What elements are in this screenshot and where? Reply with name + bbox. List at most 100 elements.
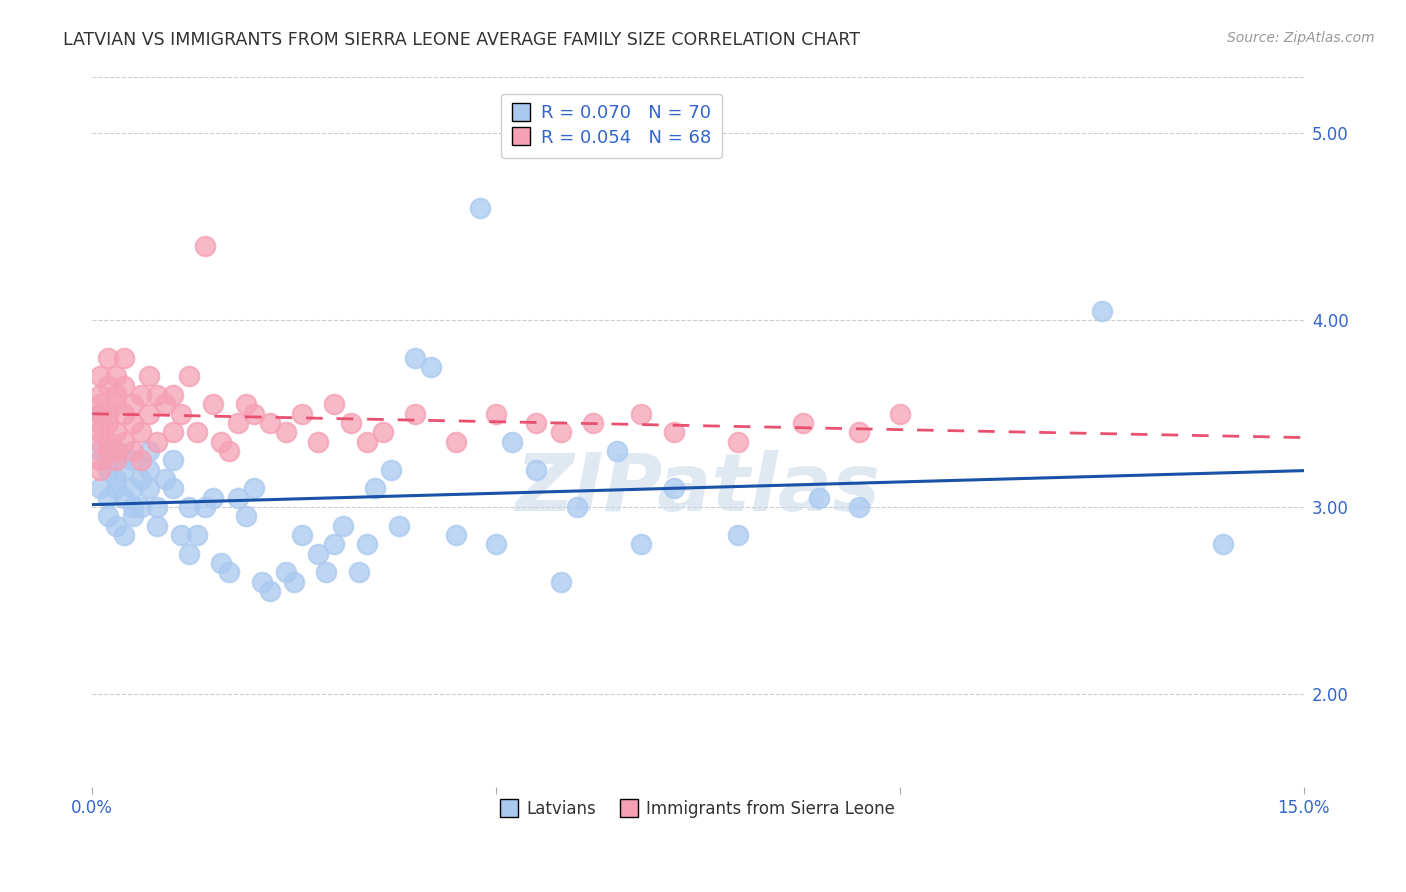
Point bbox=[114, 351, 136, 365]
Point bbox=[177, 369, 200, 384]
Point bbox=[356, 434, 378, 449]
Point bbox=[209, 556, 232, 570]
Point bbox=[105, 425, 128, 440]
Point bbox=[121, 397, 143, 411]
Point bbox=[97, 444, 120, 458]
Point bbox=[105, 472, 128, 486]
Point bbox=[114, 434, 136, 449]
Point bbox=[315, 566, 337, 580]
Point bbox=[468, 201, 491, 215]
Point bbox=[138, 481, 160, 495]
Point bbox=[114, 463, 136, 477]
Point bbox=[186, 425, 208, 440]
Point bbox=[170, 407, 193, 421]
Point bbox=[420, 359, 443, 374]
Point bbox=[404, 351, 426, 365]
Point bbox=[485, 537, 508, 551]
Point bbox=[89, 397, 111, 411]
Point bbox=[146, 500, 169, 514]
Point bbox=[283, 574, 305, 589]
Point bbox=[242, 407, 264, 421]
Point bbox=[97, 491, 120, 505]
Point bbox=[170, 528, 193, 542]
Point bbox=[501, 434, 523, 449]
Point bbox=[606, 444, 628, 458]
Point bbox=[121, 453, 143, 467]
Point bbox=[114, 528, 136, 542]
Point bbox=[162, 388, 184, 402]
Point bbox=[662, 425, 685, 440]
Point bbox=[114, 407, 136, 421]
Point bbox=[202, 491, 225, 505]
Point bbox=[274, 425, 297, 440]
Point bbox=[129, 425, 152, 440]
Point bbox=[550, 425, 572, 440]
Point bbox=[291, 528, 314, 542]
Point bbox=[89, 481, 111, 495]
Point bbox=[727, 528, 749, 542]
Point bbox=[89, 444, 111, 458]
Point bbox=[792, 416, 814, 430]
Point bbox=[105, 481, 128, 495]
Text: ZIPatlas: ZIPatlas bbox=[516, 450, 880, 528]
Point bbox=[146, 434, 169, 449]
Point bbox=[89, 388, 111, 402]
Point bbox=[307, 547, 329, 561]
Point bbox=[291, 407, 314, 421]
Point bbox=[371, 425, 394, 440]
Point bbox=[259, 416, 281, 430]
Point bbox=[848, 500, 870, 514]
Point bbox=[105, 388, 128, 402]
Point bbox=[129, 472, 152, 486]
Point bbox=[97, 509, 120, 524]
Point bbox=[662, 481, 685, 495]
Point bbox=[105, 444, 128, 458]
Point bbox=[550, 574, 572, 589]
Point bbox=[347, 566, 370, 580]
Point bbox=[138, 369, 160, 384]
Point bbox=[146, 388, 169, 402]
Point bbox=[89, 407, 111, 421]
Point bbox=[97, 453, 120, 467]
Point bbox=[485, 407, 508, 421]
Point bbox=[524, 416, 547, 430]
Point bbox=[97, 351, 120, 365]
Legend: Latvians, Immigrants from Sierra Leone: Latvians, Immigrants from Sierra Leone bbox=[495, 794, 901, 825]
Point bbox=[105, 518, 128, 533]
Point bbox=[177, 500, 200, 514]
Point bbox=[1091, 304, 1114, 318]
Point bbox=[444, 434, 467, 449]
Point bbox=[89, 416, 111, 430]
Point bbox=[121, 509, 143, 524]
Point bbox=[89, 425, 111, 440]
Point bbox=[162, 425, 184, 440]
Point bbox=[194, 500, 217, 514]
Text: Source: ZipAtlas.com: Source: ZipAtlas.com bbox=[1227, 31, 1375, 45]
Point bbox=[121, 444, 143, 458]
Point bbox=[1212, 537, 1234, 551]
Point bbox=[105, 397, 128, 411]
Point bbox=[89, 463, 111, 477]
Point bbox=[114, 491, 136, 505]
Point bbox=[889, 407, 911, 421]
Point bbox=[339, 416, 361, 430]
Point bbox=[582, 416, 605, 430]
Point bbox=[121, 416, 143, 430]
Point bbox=[186, 528, 208, 542]
Point bbox=[89, 434, 111, 449]
Point bbox=[105, 453, 128, 467]
Point bbox=[121, 500, 143, 514]
Point bbox=[356, 537, 378, 551]
Point bbox=[162, 453, 184, 467]
Point bbox=[524, 463, 547, 477]
Point bbox=[218, 566, 240, 580]
Text: LATVIAN VS IMMIGRANTS FROM SIERRA LEONE AVERAGE FAMILY SIZE CORRELATION CHART: LATVIAN VS IMMIGRANTS FROM SIERRA LEONE … bbox=[63, 31, 860, 49]
Point bbox=[138, 463, 160, 477]
Point bbox=[808, 491, 831, 505]
Point bbox=[105, 369, 128, 384]
Point bbox=[105, 444, 128, 458]
Point bbox=[364, 481, 387, 495]
Point bbox=[194, 238, 217, 252]
Point bbox=[97, 463, 120, 477]
Point bbox=[250, 574, 273, 589]
